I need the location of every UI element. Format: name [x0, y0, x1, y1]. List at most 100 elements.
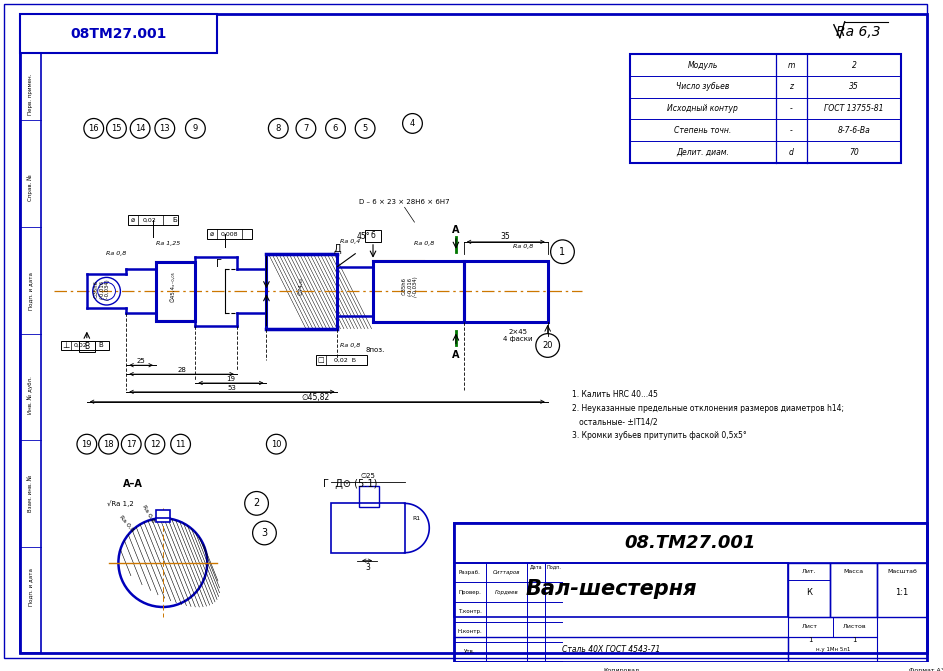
Text: ГОСТ 13755-81: ГОСТ 13755-81 [824, 104, 884, 113]
Text: Сталь 40Х ГОСТ 4543-71: Сталь 40Х ГОСТ 4543-71 [562, 645, 660, 654]
Text: В: В [98, 342, 103, 348]
Text: 08.ТМ27.001: 08.ТМ27.001 [624, 534, 756, 552]
Text: 15: 15 [111, 124, 122, 133]
Text: 28: 28 [177, 367, 186, 373]
Text: 70: 70 [850, 148, 859, 156]
Bar [79, 341, 94, 352]
Bar [630, 54, 901, 163]
Text: 53: 53 [227, 385, 237, 391]
Text: Подп.: Подп. [546, 564, 561, 569]
Text: ∅35h6
(-0,016
/-0,034): ∅35h6 (-0,016 /-0,034) [93, 279, 110, 300]
Text: Ra 0,8: Ra 0,8 [414, 242, 435, 246]
Text: ⌀: ⌀ [131, 217, 136, 223]
Text: ∅35h6
(-0,016
/-0,034): ∅35h6 (-0,016 /-0,034) [401, 276, 418, 297]
Text: Масса: Масса [844, 569, 864, 574]
Text: Г: Г [216, 258, 222, 268]
Bar [267, 254, 338, 329]
Text: Ra 0,8: Ra 0,8 [513, 244, 533, 250]
Circle shape [119, 518, 207, 607]
Text: Н.контр.: Н.контр. [457, 629, 482, 634]
Text: 8: 8 [275, 124, 281, 133]
Text: 2: 2 [852, 60, 856, 70]
Text: ∅45,82: ∅45,82 [302, 393, 330, 403]
Text: 1:1: 1:1 [895, 588, 908, 597]
Bar [20, 14, 217, 54]
Text: 11: 11 [175, 440, 186, 449]
Bar [128, 215, 177, 225]
Text: 12: 12 [150, 440, 160, 449]
Text: А: А [452, 350, 459, 360]
Text: Ra 0,8: Ra 0,8 [141, 503, 156, 523]
Text: 3: 3 [365, 563, 370, 572]
Text: Лист: Лист [802, 624, 819, 629]
Text: ⌀: ⌀ [210, 231, 214, 237]
Text: Модуль: Модуль [687, 60, 718, 70]
Text: 1: 1 [559, 247, 566, 257]
Text: Д: Д [334, 244, 341, 254]
Text: А: А [452, 225, 459, 235]
Bar [373, 260, 464, 322]
Text: Формат А3: Формат А3 [909, 668, 943, 671]
Text: н.у 1Мн 5л1: н.у 1Мн 5л1 [816, 647, 850, 652]
Text: 19: 19 [226, 376, 236, 382]
Text: 08ТМ27.001: 08ТМ27.001 [70, 27, 167, 41]
Text: m: m [787, 60, 795, 70]
Text: 14: 14 [135, 124, 145, 133]
Text: Ra 0,4: Ra 0,4 [340, 240, 360, 244]
Text: R1: R1 [413, 516, 421, 521]
Text: Делит. диам.: Делит. диам. [676, 148, 729, 156]
Text: 0,008: 0,008 [220, 231, 238, 236]
Text: Лит.: Лит. [802, 569, 817, 574]
Text: Утв.: Утв. [464, 649, 475, 654]
Bar [877, 562, 927, 617]
Text: Ra 0,8: Ra 0,8 [340, 343, 360, 348]
Text: Ra 0,8: Ra 0,8 [118, 514, 135, 532]
Text: d: d [789, 148, 794, 156]
Bar [331, 503, 405, 553]
Text: Исходный контур: Исходный контур [667, 104, 738, 113]
Text: Инв. № дубл.: Инв. № дубл. [27, 376, 33, 414]
Text: 19: 19 [82, 440, 92, 449]
Text: Масштаб: Масштаб [887, 569, 917, 574]
Text: Ra 6,3: Ra 6,3 [836, 25, 881, 39]
Text: z: z [789, 83, 793, 91]
Text: 20: 20 [542, 341, 553, 350]
Bar [454, 523, 927, 662]
Text: Справ. №: Справ. № [27, 174, 33, 201]
Text: 8поз.: 8поз. [365, 348, 385, 354]
Bar [788, 617, 877, 637]
Text: -: - [790, 126, 793, 135]
Text: К: К [806, 588, 812, 597]
Bar [316, 356, 367, 365]
Text: 5: 5 [362, 124, 368, 133]
Text: 7: 7 [304, 124, 308, 133]
Text: Гордеев: Гордеев [494, 590, 518, 595]
Text: 1: 1 [852, 637, 857, 643]
Text: 4: 4 [410, 119, 415, 128]
Text: остальные- ±IT14/2: остальные- ±IT14/2 [572, 417, 658, 427]
Text: 17: 17 [126, 440, 137, 449]
Text: Дата: Дата [530, 564, 542, 569]
Text: Ra 0,8: Ra 0,8 [107, 251, 126, 256]
Text: 35: 35 [850, 83, 859, 91]
Text: 45°: 45° [356, 232, 370, 242]
Text: ⊥: ⊥ [62, 341, 70, 350]
Text: 16: 16 [89, 124, 99, 133]
Text: Степень точн.: Степень точн. [674, 126, 731, 135]
Text: ∅25: ∅25 [360, 473, 375, 478]
Text: Разраб.: Разраб. [459, 570, 481, 575]
Bar [788, 562, 830, 617]
Text: Листов: Листов [843, 624, 867, 629]
Text: Подп. и дата: Подп. и дата [28, 568, 33, 606]
Text: Б: Б [173, 217, 177, 223]
Text: Провер.: Провер. [458, 590, 481, 595]
Text: Подп. и дата: Подп. и дата [28, 272, 33, 310]
Text: Взам. инв. №: Взам. инв. № [28, 475, 33, 512]
Text: √Ra 1,2: √Ra 1,2 [107, 500, 133, 507]
Text: 13: 13 [159, 124, 170, 133]
Bar [365, 230, 381, 242]
Text: Г  Д⊙ (5:1): Г Д⊙ (5:1) [323, 478, 377, 488]
Bar [454, 562, 788, 617]
Text: 25: 25 [137, 358, 145, 364]
Text: Т.контр.: Т.контр. [457, 609, 482, 615]
